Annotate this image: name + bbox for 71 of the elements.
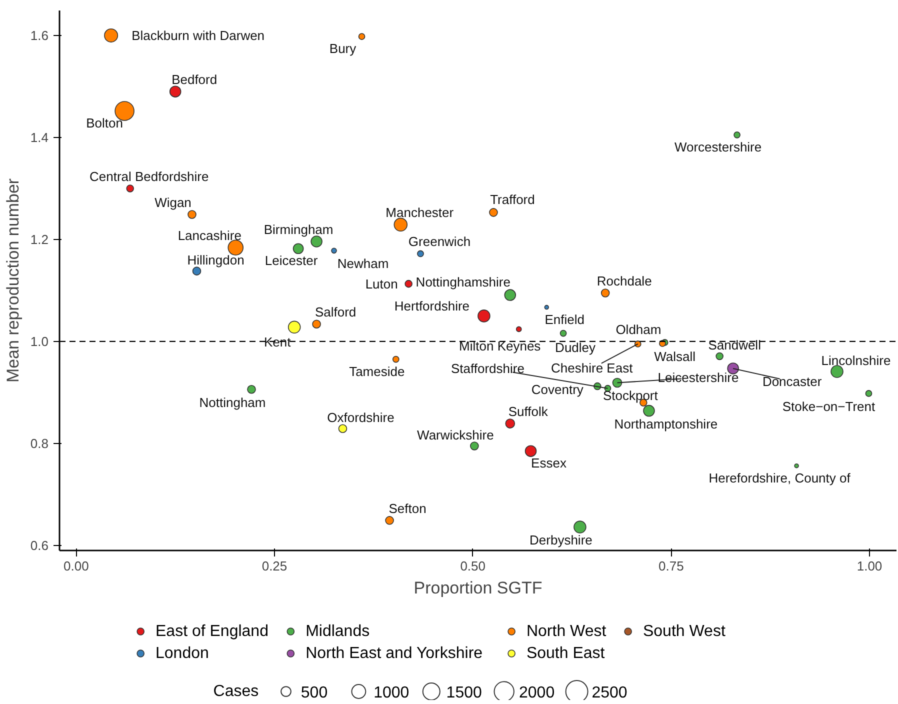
annotation: Blackburn with Darwen	[132, 28, 265, 43]
legend-label: East of England	[156, 623, 268, 640]
annotation: Suffolk	[508, 404, 548, 420]
annotation: Lancashire	[178, 228, 242, 244]
y-tick-label: 1.2	[30, 232, 49, 247]
annotation: Hillingdon	[187, 252, 244, 268]
annotation: Coventry	[531, 382, 584, 397]
annotation: Manchester	[386, 205, 454, 220]
annotation: Bedford	[172, 72, 218, 88]
legend-label: Midlands	[306, 623, 370, 640]
y-tick-label: 1.6	[30, 28, 49, 43]
annotation: Staffordshire	[450, 360, 524, 376]
x-tick-label: 0.25	[262, 558, 288, 574]
annotation: Derbyshire	[530, 532, 592, 548]
annotation: Bury	[329, 41, 357, 56]
annotation: Lincolnshire	[821, 353, 891, 368]
x-tick-label: 1.00	[856, 558, 882, 574]
legend-label: London	[156, 645, 209, 662]
annotation: Stoke−on−Trent	[782, 398, 876, 414]
x-tick-label: 0.00	[64, 558, 89, 574]
legend-label: North West	[526, 623, 607, 640]
annotation: Oldham	[616, 322, 662, 337]
legend-label: 1500	[446, 684, 482, 702]
annotation: Nottingham	[199, 394, 266, 410]
annotation: Worcestershire	[674, 139, 762, 154]
annotation: Hertfordshire	[394, 298, 470, 314]
x-tick-label: 0.50	[460, 558, 486, 574]
annotation: Leicester	[264, 253, 318, 268]
annotation: Salford	[314, 304, 356, 320]
annotation: Trafford	[490, 192, 535, 207]
annotation: Wigan	[154, 194, 192, 210]
x-axis-title: Proportion SGTF	[414, 578, 542, 598]
annotation: Milton Keynes	[459, 338, 542, 354]
annotation: Bolton	[86, 115, 123, 130]
annotation: Cheshire East	[551, 360, 634, 376]
annotation: Herefordshire, County of	[708, 470, 851, 486]
annotation: Birmingham	[264, 222, 334, 237]
legend-label: North East and Yorkshire	[306, 645, 483, 662]
annotation: Tameside	[349, 364, 405, 379]
annotation: Oxfordshire	[327, 410, 394, 426]
y-tick-label: 0.6	[30, 538, 49, 553]
legend-label: South West	[642, 623, 726, 640]
legend-title: Cases	[213, 683, 259, 700]
annotation: Sandwell	[708, 338, 762, 353]
annotation: Central Bedfordshire	[89, 168, 209, 184]
annotation: Leicestershire	[658, 370, 739, 386]
annotation: Dudley	[555, 340, 596, 355]
annotation: Nottinghamshire	[416, 274, 510, 290]
annotation: Stockport	[602, 388, 658, 404]
annotation: Essex	[531, 456, 567, 471]
annotation: Newham	[337, 256, 389, 272]
annotation: Rochdale	[596, 273, 652, 288]
annotation: Kent	[264, 334, 292, 350]
legend-label: 500	[300, 684, 328, 702]
annotation: Luton	[365, 276, 398, 292]
legend-label: 2000	[519, 684, 555, 702]
y-tick-label: 1.4	[30, 130, 49, 145]
annotation: Warwickshire	[417, 427, 494, 442]
x-tick-label: 0.75	[658, 558, 684, 574]
y-axis-title: Mean reproduction number	[3, 178, 22, 383]
legend-label: South East	[526, 645, 606, 662]
annotation: Enfield	[544, 312, 584, 327]
annotation: Greenwich	[408, 234, 471, 250]
legend-label: 1000	[374, 684, 410, 702]
legend-label: 2500	[592, 684, 628, 702]
annotation: Sefton	[388, 500, 426, 516]
y-tick-label: 1.0	[30, 334, 49, 349]
y-tick-label: 0.8	[30, 436, 49, 451]
annotation: Walsall	[654, 348, 696, 364]
annotation: Doncaster	[762, 374, 822, 389]
annotation: Northamptonshire	[614, 416, 718, 432]
